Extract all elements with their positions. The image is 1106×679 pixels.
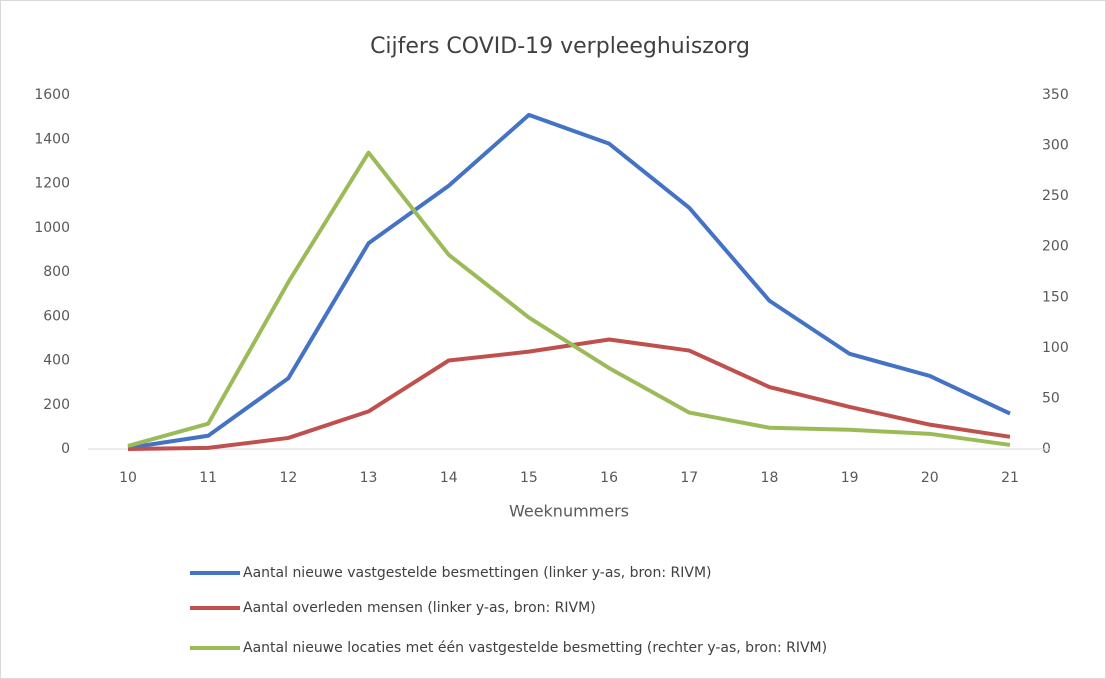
x-tick-label: 13 xyxy=(360,470,378,486)
x-tick-label: 12 xyxy=(279,470,297,486)
y-tick-label: 1600 xyxy=(34,87,70,103)
legend-label: Aantal overleden mensen (linker y-as, br… xyxy=(243,600,596,616)
series-line xyxy=(127,112,1011,450)
y2-tick-label: 350 xyxy=(1042,87,1069,103)
x-tick-label: 10 xyxy=(119,470,137,486)
y-tick-label: 0 xyxy=(61,441,70,457)
x-tick-label: 14 xyxy=(440,470,458,486)
y2-tick-label: 200 xyxy=(1042,239,1069,255)
x-tick-label: 19 xyxy=(841,470,859,486)
x-tick-label: 17 xyxy=(680,470,698,486)
legend-label: Aantal nieuwe vastgestelde besmettingen … xyxy=(243,565,712,581)
y2-tick-label: 300 xyxy=(1042,138,1069,154)
x-tick-label: 20 xyxy=(921,470,939,486)
y-tick-label: 800 xyxy=(43,264,70,280)
y2-tick-label: 100 xyxy=(1042,340,1069,356)
x-tick-label: 16 xyxy=(600,470,618,486)
y-tick-label: 400 xyxy=(43,353,70,369)
y-tick-label: 200 xyxy=(43,397,70,413)
y-tick-label: 1000 xyxy=(34,220,70,236)
y-tick-label: 1400 xyxy=(34,131,70,147)
x-tick-label: 11 xyxy=(199,470,217,486)
series-line xyxy=(127,150,1011,448)
x-tick-label: 18 xyxy=(761,470,779,486)
legend-label: Aantal nieuwe locaties met één vastgeste… xyxy=(243,640,827,656)
x-tick-label: 15 xyxy=(520,470,538,486)
y2-tick-label: 250 xyxy=(1042,188,1069,204)
y-tick-label: 600 xyxy=(43,308,70,324)
y-tick-label: 1200 xyxy=(34,176,70,192)
x-axis-title: Weeknummers xyxy=(509,502,629,521)
x-tick-label: 21 xyxy=(1001,470,1019,486)
y2-tick-label: 50 xyxy=(1042,390,1060,406)
series-line xyxy=(127,337,1011,451)
chart-title: Cijfers COVID-19 verpleeghuiszorg xyxy=(370,34,750,59)
y2-tick-label: 150 xyxy=(1042,289,1069,305)
